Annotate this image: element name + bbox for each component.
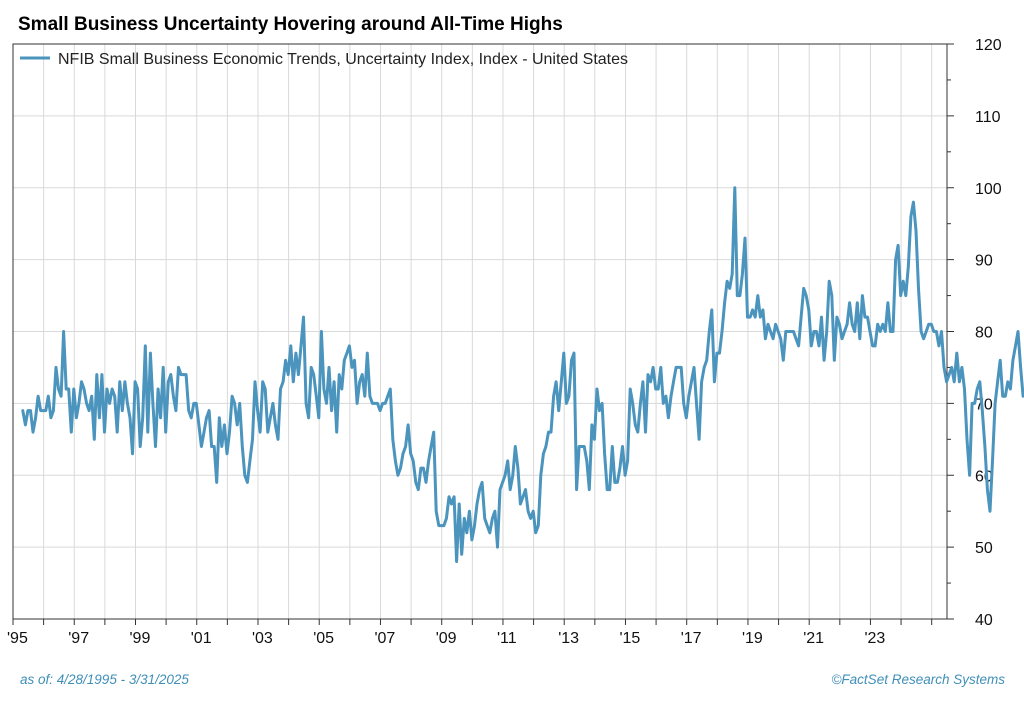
y-tick-label: 100 [975,181,1002,198]
x-tick-label: '95 [7,630,28,647]
y-tick-label: 110 [975,109,1001,126]
y-tick-label: 60 [975,468,993,485]
x-tick-label: '05 [313,630,334,647]
x-tick-label: '13 [558,630,579,647]
series-line-uncertainty-index [21,186,1024,563]
x-tick-label: '03 [252,630,273,647]
x-tick-label: '23 [864,630,885,647]
x-tick-label: '17 [681,630,702,647]
x-tick-label: '19 [742,630,763,647]
y-tick-label: 80 [975,325,993,342]
y-tick-label: 120 [975,37,1002,54]
x-tick-label: '09 [436,630,457,647]
chart-title: Small Business Uncertainty Hovering arou… [18,14,563,35]
y-axis: 40 50 60 70 80 90 100 110 120 [947,37,1002,629]
x-tick-label: '01 [191,630,212,647]
y-tick-label: 90 [975,253,993,270]
x-tick-label: '97 [68,630,89,647]
x-tick-label: '07 [374,630,395,647]
y-tick-label: 40 [975,612,993,629]
gridlines [13,43,947,620]
y-tick-label: 50 [975,540,993,557]
x-tick-label: '15 [619,630,640,647]
x-axis: '95 '97 '99 '01 '03 '05 '07 '09 '11 '13 '15 '17 '19 '… [7,619,933,647]
x-tick-label: '99 [129,630,150,647]
x-tick-label: '21 [803,630,824,647]
legend-label: NFIB Small Business Economic Trends, Unc… [58,51,628,68]
x-tick-label: '11 [497,630,517,647]
footer-source: ©FactSet Research Systems [831,672,1005,687]
y-tick-label: 70 [975,396,993,413]
footer-date-range: as of: 4/28/1995 - 3/31/2025 [20,672,189,687]
